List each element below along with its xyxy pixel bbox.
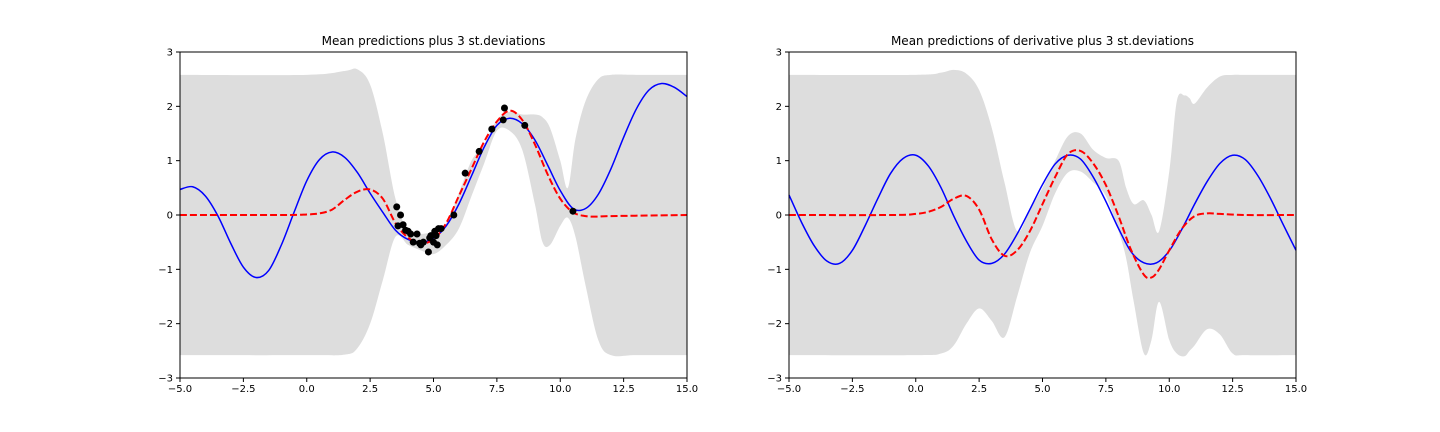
chart-right: −5.0 −2.5 0.0 2.5 5.0 7.5 10.0 12.5 15.0 −3 −2 −1 0… <box>767 34 1307 395</box>
x-axis-ticks: −5.0 −2.5 0.0 2.5 5.0 7.5 10.0 12.5 15.0 <box>168 378 698 395</box>
x-tick-label: 5.0 <box>1035 384 1051 395</box>
x-tick-label: 15.0 <box>676 384 698 395</box>
x-tick-label: 15.0 <box>1285 384 1307 395</box>
observation-point <box>393 203 401 211</box>
x-tick-label: 12.5 <box>1221 384 1243 395</box>
y-tick-label: −2 <box>767 319 782 330</box>
mean-prediction-line <box>179 109 688 245</box>
series-layer <box>788 149 1297 280</box>
x-tick-label: 2.5 <box>362 384 378 395</box>
true-function-line <box>788 154 1297 265</box>
x-tick-label: 10.0 <box>1158 384 1180 395</box>
y-tick-label: −3 <box>158 374 173 385</box>
observation-point <box>569 207 577 215</box>
x-tick-label: −2.5 <box>231 384 255 395</box>
y-axis-ticks: −3 −2 −1 0 1 2 3 <box>158 48 180 385</box>
observation-point <box>409 238 417 246</box>
series-layer <box>179 82 688 279</box>
observation-point <box>500 104 508 112</box>
observation-point <box>499 116 507 124</box>
x-tick-label: 2.5 <box>971 384 987 395</box>
x-axis-ticks: −5.0 −2.5 0.0 2.5 5.0 7.5 10.0 12.5 15.0 <box>777 378 1307 395</box>
observation-point <box>475 147 483 155</box>
true-function-line <box>179 82 688 279</box>
y-tick-label: −2 <box>158 319 173 330</box>
x-tick-label: −2.5 <box>840 384 864 395</box>
observation-point <box>424 248 432 256</box>
observation-point <box>450 211 458 219</box>
observation-point <box>433 241 441 249</box>
x-tick-label: 7.5 <box>489 384 505 395</box>
observation-point <box>488 125 496 133</box>
y-tick-label: 2 <box>167 102 173 113</box>
chart-title: Mean predictions plus 3 st.deviations <box>322 34 546 48</box>
y-tick-label: 3 <box>167 48 173 59</box>
y-tick-label: 0 <box>776 211 782 222</box>
observation-point <box>413 230 421 238</box>
y-tick-label: −1 <box>767 265 782 276</box>
observation-point <box>397 211 405 219</box>
y-tick-label: 1 <box>167 156 173 167</box>
y-tick-label: 0 <box>167 211 173 222</box>
uncertainty-band-layer <box>180 68 687 357</box>
observation-point <box>521 121 529 129</box>
observations-layer <box>393 104 577 256</box>
observation-point <box>419 238 427 246</box>
x-tick-label: −5.0 <box>168 384 192 395</box>
y-axis-ticks: −3 −2 −1 0 1 2 3 <box>767 48 789 385</box>
y-tick-label: 2 <box>776 102 782 113</box>
uncertainty-band <box>789 69 1296 357</box>
observation-point <box>437 225 445 233</box>
observation-point <box>461 169 469 177</box>
observation-point <box>399 221 407 229</box>
observation-point <box>432 232 440 240</box>
x-tick-label: 10.0 <box>549 384 571 395</box>
x-tick-label: −5.0 <box>777 384 801 395</box>
chart-title: Mean predictions of derivative plus 3 st… <box>891 34 1194 48</box>
y-tick-label: 1 <box>776 156 782 167</box>
chart-left: −5.0 −2.5 0.0 2.5 5.0 7.5 10.0 12.5 15.0 −3 −2 −1 0… <box>158 34 698 395</box>
x-tick-label: 0.0 <box>908 384 924 395</box>
observation-point <box>407 230 415 238</box>
x-tick-label: 12.5 <box>612 384 634 395</box>
y-tick-label: −3 <box>767 374 782 385</box>
mean-prediction-line <box>788 149 1297 280</box>
x-tick-label: 5.0 <box>426 384 442 395</box>
x-tick-label: 0.0 <box>299 384 315 395</box>
y-tick-label: 3 <box>776 48 782 59</box>
uncertainty-band-layer <box>789 69 1296 357</box>
uncertainty-band <box>180 68 687 357</box>
y-tick-label: −1 <box>158 265 173 276</box>
x-tick-label: 7.5 <box>1098 384 1114 395</box>
